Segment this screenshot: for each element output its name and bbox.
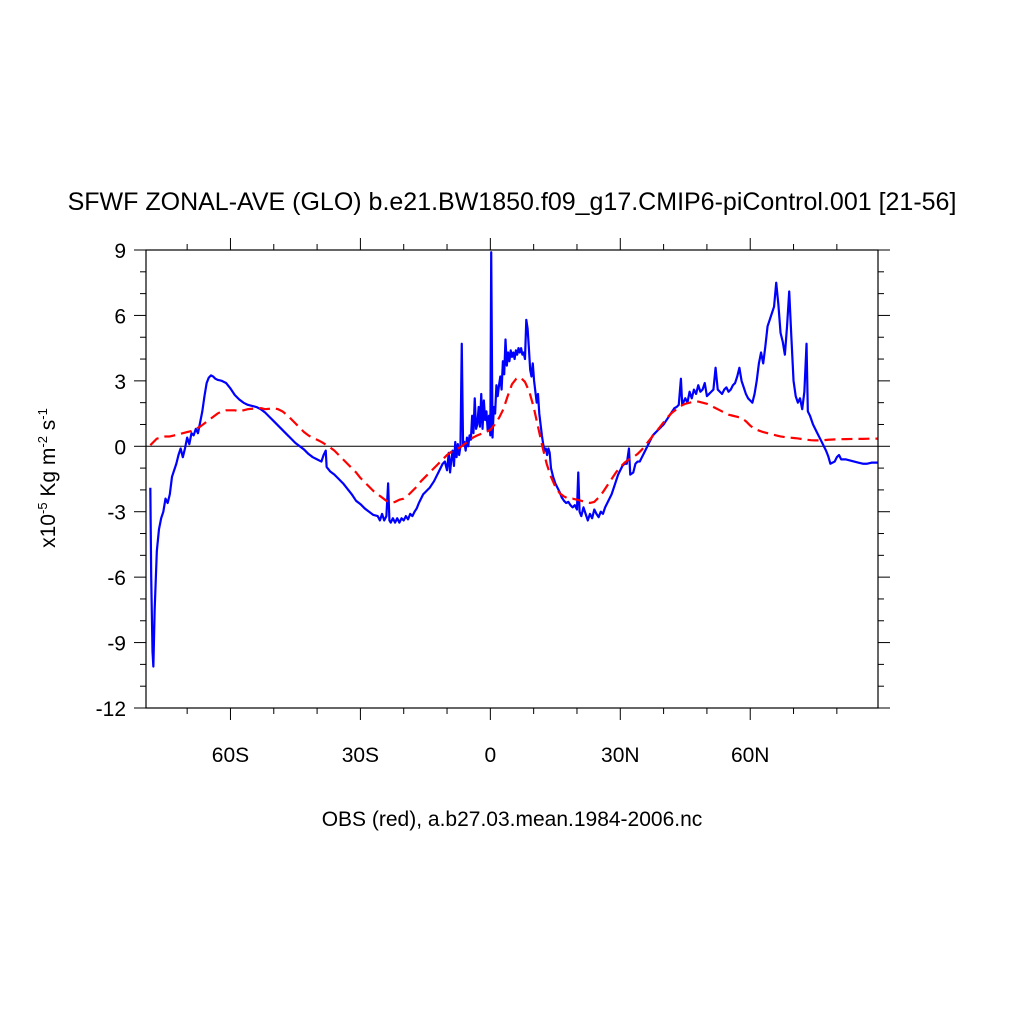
x-tick-label: 0: [484, 744, 496, 767]
plot-frame: [145, 249, 879, 709]
series-line-model: [149, 251, 878, 668]
y-tick-label: -9: [107, 633, 126, 656]
y-tick-label: 3: [114, 371, 126, 394]
x-tick-label: 30S: [342, 744, 379, 767]
y-tick-label: -6: [107, 567, 126, 590]
y-tick-label: 9: [114, 240, 126, 263]
x-tick-label: 60S: [212, 744, 249, 767]
y-tick-label: -12: [96, 698, 126, 721]
ticks-layer: 60S 30S 0 30N 60N 9 6 3 0 -3 -6 -9 -12: [96, 238, 890, 767]
chart-caption: OBS (red), a.b27.03.mean.1984-2006.nc: [321, 808, 703, 831]
series-line-obs: [149, 376, 878, 505]
y-tick-label: 0: [114, 436, 126, 459]
y-tick-label: -3: [107, 502, 126, 525]
x-tick-label: 30N: [601, 744, 640, 767]
chart-title: SFWF ZONAL-AVE (GLO) b.e21.BW1850.f09_g1…: [67, 188, 957, 216]
series-layer: [149, 251, 878, 668]
x-tick-label: 60N: [731, 744, 770, 767]
y-tick-label: 6: [114, 305, 126, 328]
